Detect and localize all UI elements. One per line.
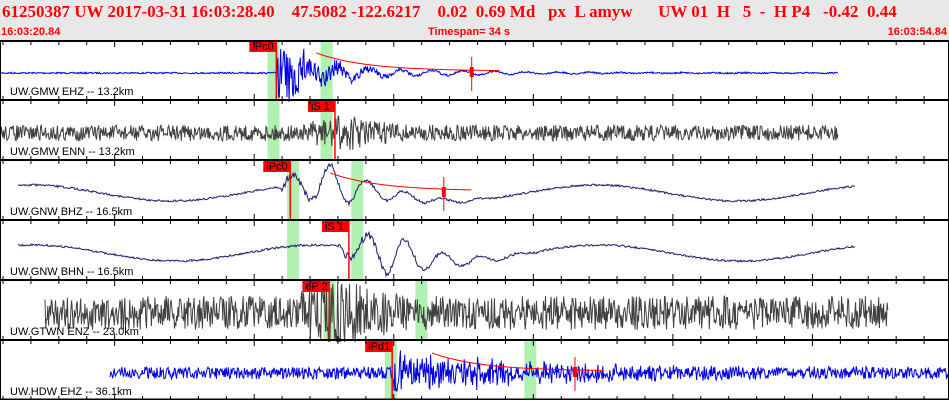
channel-label: UW.GNW BHZ -- 16.5km <box>10 206 132 218</box>
pick-flag[interactable] <box>307 100 335 112</box>
timespan: Timespan= 34 s <box>428 26 511 38</box>
pick-window-band <box>320 101 333 160</box>
seismogram-panels[interactable]: iPc0 UW.GMW EHZ -- 13.2km iS 1 UW.GMW ENN -… <box>0 40 949 400</box>
pick-window-band <box>267 101 280 160</box>
channel-panel[interactable]: iPd1 UW.HDW EHZ -- 36.1km <box>10 340 949 400</box>
pick-label: iS 1 <box>325 221 344 233</box>
coda-fit-curve <box>316 52 500 72</box>
end-time: 16:03:54.84 <box>887 26 947 38</box>
time-axis-separator <box>0 394 949 400</box>
channel-panel[interactable]: iPc0 UW.GMW EHZ -- 13.2km <box>0 40 839 103</box>
pick-flag[interactable] <box>249 40 277 52</box>
pick-window-band <box>524 341 537 400</box>
channel-label: UW.HDW EHZ -- 36.1km <box>10 386 132 398</box>
pick-label: eP 2 <box>305 281 327 293</box>
channel-panel[interactable]: eP 2 UW.GTWN ENZ -- 23.0km <box>10 280 889 343</box>
pick-flag[interactable] <box>302 280 330 292</box>
pick-window-band <box>351 221 364 280</box>
time-axis-separator <box>0 94 949 106</box>
waveform-trace <box>0 48 839 103</box>
pick-label: iPc0 <box>266 161 287 173</box>
channel-label: UW.GNW BHN -- 16.5km <box>10 266 133 278</box>
coda-fit-curve <box>431 352 604 371</box>
waveform-trace <box>17 230 856 278</box>
pick-label: iPc0 <box>252 41 273 53</box>
event-header: 61250387 UW 2017-03-31 16:03:28.40 47.50… <box>0 0 949 40</box>
coda-fit-curve <box>330 172 472 191</box>
channel-panel[interactable]: iPc0 UW.GNW BHZ -- 16.5km <box>10 160 856 220</box>
start-time: 16:03:20.84 <box>1 26 61 38</box>
event-summary: 61250387 UW 2017-03-31 16:03:28.40 47.50… <box>2 2 897 21</box>
time-axis-separator <box>0 334 949 346</box>
pick-flag[interactable] <box>365 340 393 352</box>
time-axis-separator <box>0 214 949 226</box>
waveform-trace <box>0 115 839 150</box>
channel-panel[interactable]: iS 1 UW.GNW BHN -- 16.5km <box>10 220 856 280</box>
channel-label: UW.GMW ENN -- 13.2km <box>10 146 135 158</box>
pick-window-band <box>287 221 300 280</box>
amplitude-marker-handle[interactable] <box>572 367 577 377</box>
time-axis-separator <box>0 274 949 286</box>
waveform-trace <box>17 162 856 207</box>
amplitude-marker-handle[interactable] <box>469 67 474 77</box>
pick-flag[interactable] <box>263 160 291 172</box>
pick-label: iS 1 <box>311 101 330 113</box>
pick-label: iPd1 <box>368 341 390 353</box>
waveform-trace <box>44 283 889 343</box>
channel-label: UW.GMW EHZ -- 13.2km <box>10 86 133 98</box>
channel-panel[interactable]: iS 1 UW.GMW ENN -- 13.2km <box>0 100 839 160</box>
pick-flag[interactable] <box>321 220 349 232</box>
time-axis-separator <box>0 154 949 166</box>
waveform-trace <box>109 350 949 392</box>
channel-label: UW.GTWN ENZ -- 23.0km <box>10 326 139 338</box>
amplitude-marker-handle[interactable] <box>441 187 446 197</box>
